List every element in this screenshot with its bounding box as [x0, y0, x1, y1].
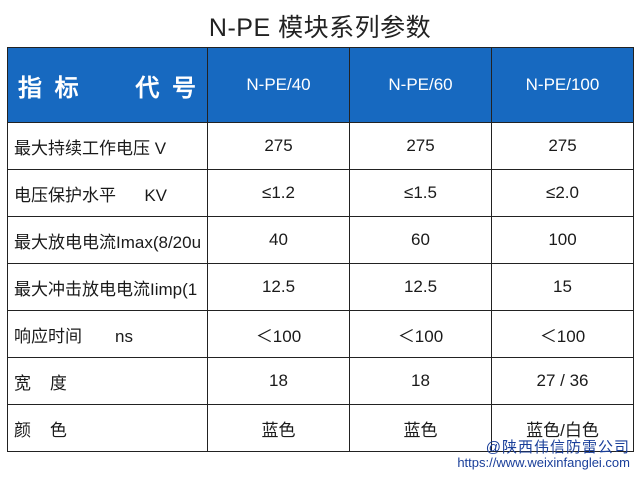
table-row: 电压保护水平 KV ≤1.2 ≤1.5 ≤2.0	[7, 169, 634, 217]
table-cell: ＜100	[349, 310, 492, 358]
table-cell: 60	[349, 216, 492, 264]
row-label: 宽 度	[7, 357, 208, 405]
table-header-row: 指 标 代 号 N-PE/40 N-PE/60 N-PE/100	[7, 47, 634, 123]
header-code-60: N-PE/60	[349, 47, 492, 123]
header-label-cell: 指 标 代 号	[7, 47, 208, 123]
table-cell: ≤1.5	[349, 169, 492, 217]
table-cell: ≤2.0	[491, 169, 634, 217]
company-watermark: @陕西伟信防雷公司	[485, 439, 630, 456]
table-row: 宽 度 18 18 27 / 36	[7, 357, 634, 405]
row-label: 最大放电电流Imax(8/20u	[7, 216, 208, 264]
row-label: 最大持续工作电压 V	[7, 122, 208, 170]
table-cell: ≤1.2	[207, 169, 350, 217]
table-cell: 蓝色/白色	[491, 404, 634, 452]
table-cell: 蓝色	[207, 404, 350, 452]
table-row: 颜 色 蓝色 蓝色 蓝色/白色	[7, 404, 634, 452]
company-url: https://www.weixinfanglei.com	[457, 455, 630, 470]
table-row: 最大放电电流Imax(8/20u 40 60 100	[7, 216, 634, 264]
page-title: N-PE 模块系列参数	[208, 14, 432, 42]
table-cell: 18	[349, 357, 492, 405]
table-cell: 12.5	[349, 263, 492, 311]
table-cell: ＜100	[491, 310, 634, 358]
row-label: 响应时间 ns	[7, 310, 208, 358]
row-label: 最大冲击放电电流Iimp(1	[7, 263, 208, 311]
header-code-40: N-PE/40	[207, 47, 350, 123]
table-cell: 100	[491, 216, 634, 264]
table-cell: 275	[207, 122, 350, 170]
header-code-100: N-PE/100	[491, 47, 634, 123]
table-row: 最大持续工作电压 V 275 275 275	[7, 122, 634, 170]
header-label-left: 指 标	[18, 74, 82, 102]
table-cell: 12.5	[207, 263, 350, 311]
table-cell: 18	[207, 357, 350, 405]
table-cell: 27 / 36	[491, 357, 634, 405]
header-label-right: 代 号	[135, 74, 199, 102]
row-label: 颜 色	[7, 404, 208, 452]
table-cell: 蓝色	[349, 404, 492, 452]
table-cell: ＜100	[207, 310, 350, 358]
parameter-table: 指 标 代 号 N-PE/40 N-PE/60 N-PE/100 最大持续工作电…	[7, 47, 634, 452]
table-cell: 15	[491, 263, 634, 311]
table-row: 响应时间 ns ＜100 ＜100 ＜100	[7, 310, 634, 358]
table-cell: 40	[207, 216, 350, 264]
table-cell: 275	[349, 122, 492, 170]
row-label: 电压保护水平 KV	[7, 169, 208, 217]
table-row: 最大冲击放电电流Iimp(1 12.5 12.5 15	[7, 263, 634, 311]
table-cell: 275	[491, 122, 634, 170]
